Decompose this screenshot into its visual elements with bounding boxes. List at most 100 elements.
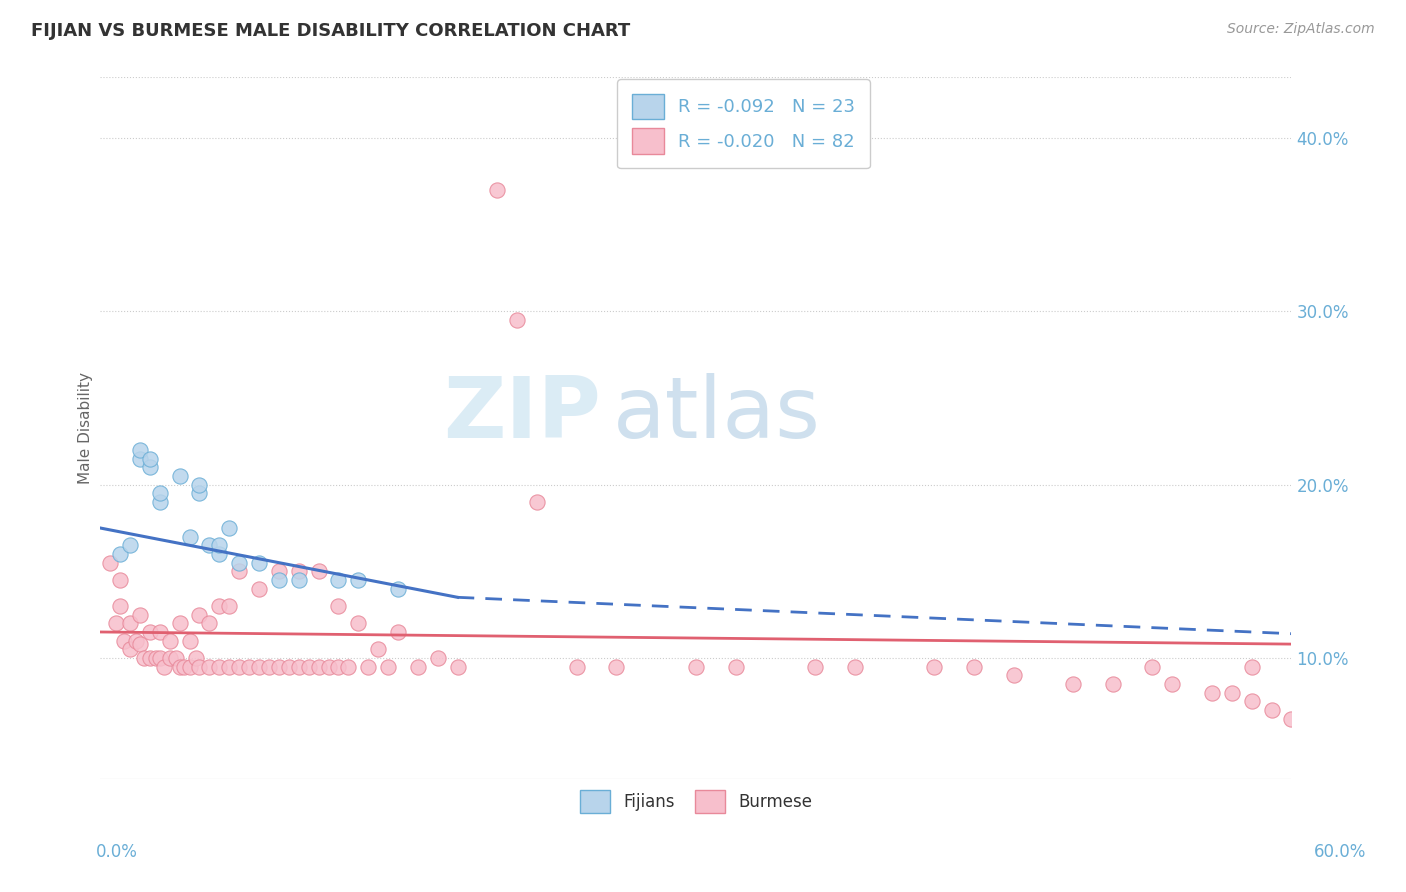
Point — [149, 651, 172, 665]
Point — [165, 651, 187, 665]
Point — [228, 556, 250, 570]
Point — [108, 599, 131, 613]
Point — [685, 659, 707, 673]
Point — [129, 451, 152, 466]
Point — [179, 633, 201, 648]
Text: Source: ZipAtlas.com: Source: ZipAtlas.com — [1227, 22, 1375, 37]
Point — [1240, 659, 1263, 673]
Point — [565, 659, 588, 673]
Point — [1062, 677, 1084, 691]
Point — [129, 637, 152, 651]
Point — [118, 642, 141, 657]
Point — [125, 633, 148, 648]
Point — [152, 659, 174, 673]
Point — [238, 659, 260, 673]
Point — [228, 564, 250, 578]
Point — [247, 556, 270, 570]
Point — [247, 582, 270, 596]
Point — [105, 616, 128, 631]
Point — [139, 651, 162, 665]
Point — [1281, 712, 1303, 726]
Point — [129, 443, 152, 458]
Point — [184, 651, 207, 665]
Point — [328, 573, 350, 587]
Point — [188, 659, 211, 673]
Point — [179, 530, 201, 544]
Point — [188, 477, 211, 491]
Point — [308, 659, 330, 673]
Point — [208, 659, 231, 673]
Point — [218, 599, 240, 613]
Text: ZIP: ZIP — [443, 373, 600, 456]
Point — [526, 495, 548, 509]
Point — [228, 659, 250, 673]
Point — [188, 486, 211, 500]
Point — [139, 451, 162, 466]
Legend: Fijians, Burmese: Fijians, Burmese — [574, 783, 818, 820]
Point — [506, 313, 529, 327]
Point — [347, 616, 370, 631]
Point — [208, 547, 231, 561]
Point — [132, 651, 155, 665]
Point — [169, 659, 191, 673]
Point — [173, 659, 195, 673]
Point — [347, 573, 370, 587]
Point — [387, 624, 409, 639]
Point — [169, 616, 191, 631]
Point — [298, 659, 321, 673]
Point — [287, 573, 309, 587]
Point — [287, 564, 309, 578]
Point — [267, 659, 290, 673]
Point — [1142, 659, 1164, 673]
Point — [287, 659, 309, 673]
Point — [98, 556, 121, 570]
Point — [357, 659, 380, 673]
Point — [406, 659, 429, 673]
Point — [1161, 677, 1184, 691]
Point — [118, 616, 141, 631]
Point — [328, 599, 350, 613]
Point — [1002, 668, 1025, 682]
Point — [267, 573, 290, 587]
Point — [159, 633, 181, 648]
Point — [145, 651, 167, 665]
Point — [804, 659, 827, 673]
Point — [426, 651, 449, 665]
Point — [108, 573, 131, 587]
Text: FIJIAN VS BURMESE MALE DISABILITY CORRELATION CHART: FIJIAN VS BURMESE MALE DISABILITY CORREL… — [31, 22, 630, 40]
Point — [267, 564, 290, 578]
Point — [188, 607, 211, 622]
Point — [367, 642, 389, 657]
Point — [844, 659, 866, 673]
Point — [118, 538, 141, 552]
Point — [308, 564, 330, 578]
Point — [179, 659, 201, 673]
Text: 60.0%: 60.0% — [1315, 843, 1367, 861]
Point — [149, 486, 172, 500]
Point — [108, 547, 131, 561]
Point — [277, 659, 299, 673]
Point — [257, 659, 280, 673]
Point — [198, 616, 221, 631]
Text: atlas: atlas — [613, 373, 821, 456]
Point — [446, 659, 468, 673]
Point — [139, 624, 162, 639]
Point — [129, 607, 152, 622]
Point — [247, 659, 270, 673]
Point — [318, 659, 340, 673]
Point — [337, 659, 360, 673]
Point — [159, 651, 181, 665]
Point — [922, 659, 945, 673]
Text: 0.0%: 0.0% — [96, 843, 138, 861]
Point — [1240, 694, 1263, 708]
Point — [139, 460, 162, 475]
Point — [605, 659, 627, 673]
Point — [218, 521, 240, 535]
Point — [169, 469, 191, 483]
Point — [1101, 677, 1123, 691]
Y-axis label: Male Disability: Male Disability — [79, 372, 93, 484]
Point — [328, 659, 350, 673]
Point — [198, 538, 221, 552]
Point — [1260, 703, 1282, 717]
Point — [208, 538, 231, 552]
